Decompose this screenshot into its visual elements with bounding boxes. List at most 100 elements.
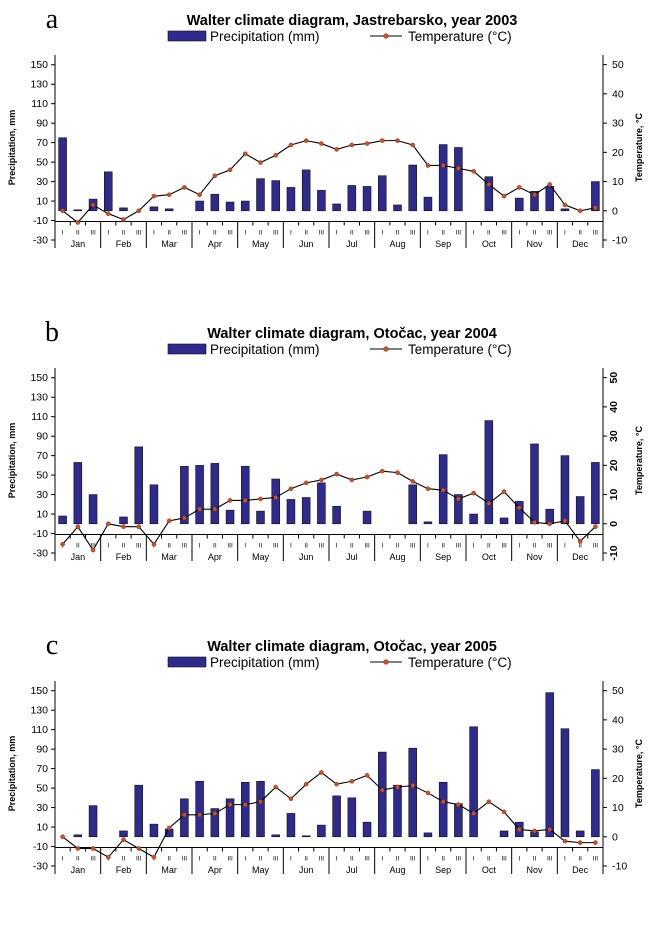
temperature-point: [151, 193, 157, 199]
y-axis-right-label: Temperature, °C: [634, 739, 644, 808]
temperature-point: [410, 479, 416, 484]
precipitation-bar: [332, 795, 341, 838]
month-label: Jun: [299, 865, 314, 875]
temperature-point: [136, 524, 142, 529]
temperature-point: [242, 802, 248, 807]
precipitation-bar: [180, 466, 189, 525]
left-tick-label: -30: [33, 548, 48, 560]
left-tick-label: 10: [36, 822, 48, 834]
legend-line-marker: [383, 346, 389, 352]
decade-label: I: [244, 856, 246, 863]
precipitation-bar: [256, 178, 265, 212]
month-label: Oct: [482, 552, 497, 562]
temperature-point: [577, 840, 583, 845]
left-tick-label: 130: [30, 705, 48, 717]
precipitation-bar: [210, 808, 220, 838]
precipitation-bar: [591, 462, 600, 525]
temperature-point: [425, 163, 431, 168]
decade-label: III: [547, 543, 553, 550]
right-tick-label: 10: [608, 489, 620, 501]
temperature-point: [182, 515, 187, 521]
month-label: Dec: [572, 552, 589, 562]
temperature-line: [62, 140, 596, 224]
decade-label: III: [90, 230, 96, 237]
right-tick-label: 10: [612, 176, 624, 188]
temperature-point: [303, 138, 309, 143]
precipitation-bar: [393, 204, 402, 212]
decade-label: II: [213, 230, 217, 237]
decade-label: III: [136, 856, 142, 863]
precipitation-bar: [423, 832, 433, 838]
month-label: Dec: [572, 239, 589, 249]
decade-label: II: [122, 856, 126, 863]
legend-line-label: Temperature (°C): [408, 29, 512, 44]
temperature-point: [90, 846, 96, 851]
decade-label: III: [182, 230, 188, 237]
decade-label: II: [350, 543, 354, 550]
month-label: May: [252, 865, 270, 875]
temperature-point: [212, 506, 218, 512]
temperature-point: [288, 486, 294, 492]
temperature-point: [486, 501, 492, 506]
legend-line-marker: [383, 33, 389, 39]
temperature-point: [90, 202, 96, 208]
decade-label: II: [167, 856, 171, 863]
legend: Precipitation (mm) Temperature (°C): [167, 342, 512, 357]
precipitation-bar: [362, 510, 372, 525]
decade-label: I: [564, 230, 566, 237]
temperature-point: [425, 486, 431, 492]
precipitation-bar: [438, 144, 448, 212]
legend-bar-swatch: [167, 343, 207, 355]
decade-label: II: [487, 543, 491, 550]
decade-label: III: [319, 856, 325, 863]
chart-title: Walter climate diagram, Otočac, year 200…: [207, 326, 497, 342]
decade-label: III: [273, 230, 279, 237]
left-tick-label: -30: [33, 235, 48, 247]
right-tick-label: 0: [612, 205, 618, 217]
temperature-point: [121, 837, 126, 842]
decade-label: III: [364, 230, 370, 237]
month-label: Jul: [346, 552, 358, 562]
right-tick-label: 40: [608, 401, 620, 413]
precipitation-bar: [104, 171, 113, 212]
decade-label: I: [290, 856, 292, 863]
month-label: May: [252, 239, 270, 249]
left-tick-label: 70: [36, 763, 48, 775]
precipitation-bar: [438, 781, 448, 838]
left-tick-label: 90: [36, 118, 48, 130]
temperature-point: [440, 799, 446, 805]
precipitation-bar: [378, 175, 387, 212]
temperature-point: [547, 521, 553, 527]
y-axis-left-label: Precipitation, mm: [7, 110, 17, 186]
month-label: Mar: [161, 239, 177, 249]
temperature-point: [105, 521, 111, 527]
chart-panel-c: c Walter climate diagram, Otočac, year 20…: [7, 630, 644, 875]
decade-label: II: [441, 230, 445, 237]
right-tick-label: 30: [612, 744, 624, 756]
precipitation-bar: [149, 206, 159, 212]
temperature-point: [410, 142, 416, 148]
temperature-point: [258, 496, 263, 502]
left-tick-label: 50: [36, 783, 48, 795]
decade-label: III: [547, 230, 553, 237]
decade-label: II: [213, 543, 217, 550]
precipitation-bar: [256, 780, 265, 838]
decade-label: I: [427, 543, 429, 550]
decade-label: I: [107, 230, 109, 237]
precipitation-bar: [560, 208, 570, 212]
left-tick-label: 150: [30, 685, 48, 697]
left-tick-label: 130: [30, 79, 48, 91]
month-label: Feb: [116, 865, 132, 875]
decade-label: III: [136, 230, 142, 237]
temperature-point: [136, 208, 142, 214]
precipitation-bar: [286, 499, 296, 525]
decade-label: I: [336, 543, 338, 550]
decade-label: III: [456, 543, 462, 550]
decade-label: II: [441, 856, 445, 863]
temperature-point: [227, 498, 233, 503]
decade-label: III: [593, 230, 599, 237]
temperature-point: [471, 490, 476, 496]
temperature-point: [562, 202, 568, 208]
temperature-point: [288, 142, 294, 148]
temperature-point: [395, 138, 400, 143]
